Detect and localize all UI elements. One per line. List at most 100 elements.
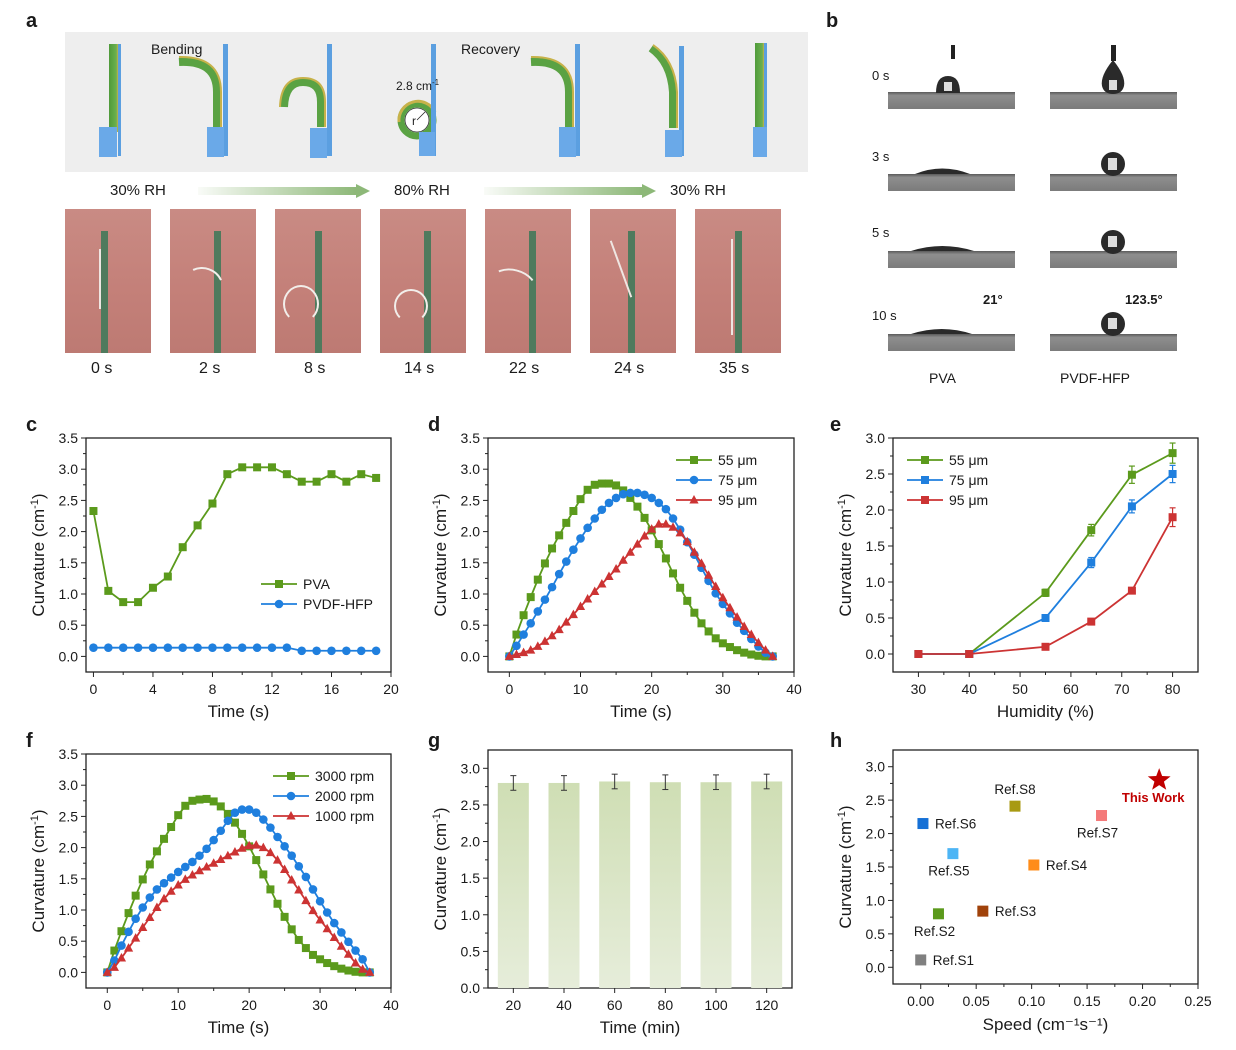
data-point <box>223 816 233 826</box>
x-tick-label: 0 <box>505 681 513 697</box>
data-point <box>259 870 268 879</box>
data-point <box>230 846 240 856</box>
data-point <box>252 643 262 652</box>
data-point <box>358 954 367 964</box>
data-point <box>654 498 664 508</box>
data-point <box>297 646 307 656</box>
data-point <box>547 630 557 640</box>
legend-marker <box>921 476 929 484</box>
legend-marker <box>690 456 698 464</box>
data-point <box>195 851 204 861</box>
data-point <box>676 583 685 592</box>
data-point <box>188 796 197 805</box>
data-point <box>188 857 197 867</box>
square-marker <box>977 905 989 917</box>
pva-0s <box>888 45 1015 109</box>
data-point <box>526 619 535 628</box>
series-line <box>509 523 774 658</box>
data-point <box>575 601 586 610</box>
square-marker <box>932 908 944 920</box>
data-point <box>237 643 247 652</box>
panel-label-f: f <box>26 730 33 752</box>
y-axis-label: Curvature (cm-1) <box>431 807 450 930</box>
data-point <box>512 630 521 639</box>
data-point <box>301 944 310 953</box>
data-point <box>273 832 282 842</box>
data-point <box>569 545 578 554</box>
legend-label: 2000 rpm <box>315 788 374 804</box>
data-point <box>329 932 339 941</box>
data-point <box>266 885 275 894</box>
x-tick-label: 60 <box>1063 681 1079 697</box>
data-point <box>124 909 133 918</box>
data-point <box>626 488 635 498</box>
data-point <box>351 967 360 976</box>
data-point <box>322 908 332 917</box>
data-point <box>344 937 353 947</box>
data-point <box>760 645 771 654</box>
data-point <box>754 651 763 660</box>
data-point <box>110 956 119 965</box>
data-point <box>265 847 276 857</box>
y-tick-label: 2.0 <box>59 840 79 856</box>
data-point <box>683 596 692 605</box>
point-label: Ref.S3 <box>995 904 1036 919</box>
data-point <box>102 967 112 976</box>
y-tick-label: 2.0 <box>461 834 481 850</box>
data-point <box>138 875 147 884</box>
star-marker <box>1147 768 1171 790</box>
data-point <box>280 842 289 851</box>
y-tick-label: 0.0 <box>461 980 481 996</box>
data-point <box>576 534 585 543</box>
data-point <box>282 470 291 479</box>
data-point <box>1041 614 1050 622</box>
legend-item: 75 μm <box>907 472 988 488</box>
data-point <box>230 818 239 827</box>
data-point <box>163 572 172 581</box>
bar-group <box>548 775 580 988</box>
point-label: Ref.S4 <box>1046 858 1088 873</box>
data-point <box>119 598 128 607</box>
data-point <box>554 569 564 579</box>
data-point <box>633 488 642 498</box>
data-point <box>554 624 564 634</box>
photo-2s <box>170 209 256 353</box>
x-tick-label: 4 <box>149 681 157 697</box>
data-point <box>540 636 550 645</box>
y-tick-label: 1.0 <box>59 902 79 918</box>
data-point <box>733 646 742 655</box>
data-point <box>1127 470 1136 479</box>
data-point <box>336 941 346 950</box>
data-point <box>583 523 592 533</box>
data-point <box>145 912 155 921</box>
data-point <box>134 598 143 607</box>
data-point <box>238 829 247 838</box>
y-tick-label: 0.5 <box>866 610 886 626</box>
x-tick-label: 40 <box>383 997 399 1013</box>
x-tick-label: 0.15 <box>1073 993 1100 1009</box>
data-point <box>297 477 306 486</box>
data-point <box>124 927 133 937</box>
y-tick-label: 3.0 <box>59 461 79 477</box>
legend-label: 75 μm <box>718 472 757 488</box>
y-tick-label: 2.0 <box>461 524 481 540</box>
data-point <box>668 522 678 531</box>
actuator-state-curled: r <box>397 44 437 156</box>
data-point <box>301 895 311 905</box>
data-point <box>526 645 536 654</box>
legend-marker <box>275 580 283 588</box>
series-line <box>92 466 377 604</box>
bar <box>548 782 580 988</box>
data-point <box>267 643 277 652</box>
data-point <box>166 873 176 882</box>
plot-frame <box>85 437 392 673</box>
data-point <box>223 809 232 818</box>
legend-label: 3000 rpm <box>315 768 374 784</box>
data-point <box>561 617 571 626</box>
data-point <box>327 646 336 656</box>
series-pvdf-hfp <box>89 643 381 656</box>
data-point <box>267 463 276 472</box>
data-point <box>704 570 714 579</box>
data-point <box>145 893 155 902</box>
data-point <box>167 823 176 832</box>
